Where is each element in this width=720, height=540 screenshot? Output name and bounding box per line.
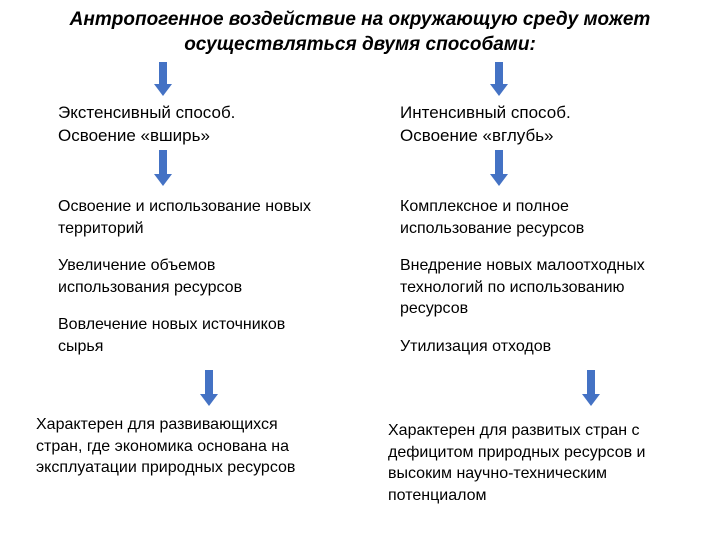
left-conclusion: Характерен для развивающихся стран, где … — [36, 414, 316, 479]
left-detail-2: Увеличение объемов использования ресурсо… — [58, 255, 318, 298]
left-detail-1: Освоение и использование новых территори… — [58, 196, 318, 239]
right-detail-2: Внедрение новых малоотходных технологий … — [400, 255, 680, 320]
left-detail-3: Вовлечение новых источников сырья — [58, 314, 318, 357]
arrow-title-to-left — [154, 62, 172, 96]
arrow-title-to-right — [490, 62, 508, 96]
left-subtitle: Экстенсивный способ. Освоение «вширь» — [58, 102, 298, 148]
right-conclusion: Характерен для развитых стран с дефицито… — [388, 420, 688, 506]
arrow-left-details-to-conclusion — [200, 370, 218, 406]
right-subtitle: Интенсивный способ. Освоение «вглубь» — [400, 102, 640, 148]
right-subtitle-line2: Освоение «вглубь» — [400, 126, 554, 145]
diagram-title: Антропогенное воздействие на окружающую … — [0, 8, 720, 57]
arrow-right-details-to-conclusion — [582, 370, 600, 406]
left-subtitle-line2: Освоение «вширь» — [58, 126, 210, 145]
left-subtitle-line1: Экстенсивный способ. — [58, 103, 235, 122]
right-detail-1: Комплексное и полное использование ресур… — [400, 196, 680, 239]
arrow-left-subtitle-to-details — [154, 150, 172, 186]
left-details: Освоение и использование новых территори… — [58, 196, 318, 358]
arrow-right-subtitle-to-details — [490, 150, 508, 186]
right-subtitle-line1: Интенсивный способ. — [400, 103, 571, 122]
right-details: Комплексное и полное использование ресур… — [400, 196, 680, 358]
right-detail-3: Утилизация отходов — [400, 336, 680, 358]
